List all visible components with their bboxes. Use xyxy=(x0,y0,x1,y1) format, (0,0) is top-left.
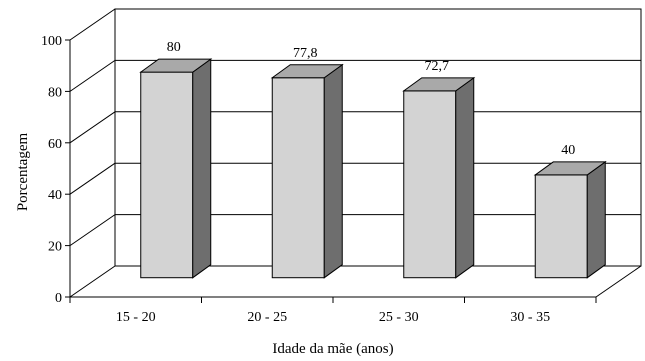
side-gridline xyxy=(69,214,116,247)
bar xyxy=(403,90,457,279)
axes: 0 20 40 60 80 100 15 - 20 20 - 25 25 - 30 30 - 35 xyxy=(41,34,597,325)
side-gridline xyxy=(69,8,116,41)
value-label: 40 xyxy=(561,143,575,158)
y-tick-label: 0 xyxy=(55,291,62,306)
side-gridline xyxy=(69,265,116,298)
bar-side xyxy=(323,63,343,279)
bar-top xyxy=(270,64,344,79)
value-label: 77,8 xyxy=(293,46,318,61)
bar xyxy=(140,71,194,279)
y-tick-label: 40 xyxy=(48,188,62,203)
y-tick-label: 100 xyxy=(41,34,62,49)
bar-side xyxy=(586,160,606,279)
bar-side xyxy=(192,58,212,279)
y-tick-label: 60 xyxy=(48,137,62,152)
bar-side xyxy=(455,76,475,279)
side-gridline xyxy=(69,162,116,195)
bar-top xyxy=(402,77,476,92)
x-tick-label: 25 - 30 xyxy=(379,310,419,325)
x-tick-label: 30 - 35 xyxy=(510,310,550,325)
floor-edge xyxy=(595,265,642,298)
x-tick-label: 20 - 25 xyxy=(247,310,287,325)
x-axis-title: Idade da mãe (anos) xyxy=(272,341,393,357)
y-tick-label: 80 xyxy=(48,85,62,100)
side-gridline xyxy=(69,59,116,92)
value-label: 80 xyxy=(167,40,181,55)
value-label: 72,7 xyxy=(425,59,450,74)
y-tick-label: 20 xyxy=(48,240,62,255)
y-axis-title: Porcentagem xyxy=(15,133,31,212)
side-gridline xyxy=(69,111,116,144)
bar-top xyxy=(533,161,607,176)
bar-top xyxy=(139,58,213,73)
x-tick-label: 15 - 20 xyxy=(116,310,156,325)
bars: 80 77,8 72,7 40 xyxy=(139,40,607,279)
bar xyxy=(271,77,325,279)
bar xyxy=(534,174,588,279)
